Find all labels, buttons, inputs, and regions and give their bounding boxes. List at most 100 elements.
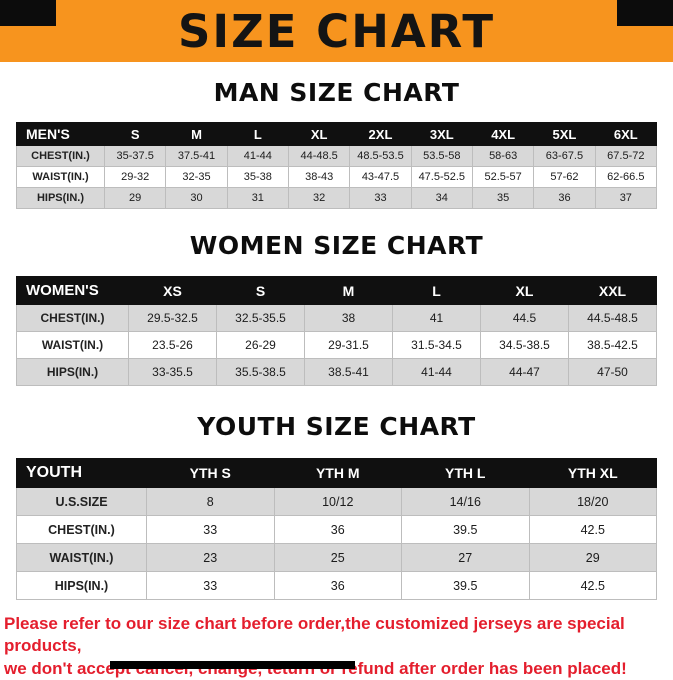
women-section-heading: WOMEN SIZE CHART xyxy=(189,231,484,260)
cell: 33 xyxy=(349,187,412,209)
men-size-table: MEN'S S M L XL 2XL 3XL 4XL 5XL 6XL CHEST(IN.) 35-37… xyxy=(16,122,658,209)
table-row: U.S.SIZE 8 10/12 14/16 18/20 xyxy=(16,487,657,516)
column-header: M xyxy=(165,122,228,146)
section-youth: YOUTH SIZE CHART YOUTH YTH S YTH M YTH L YTH … xyxy=(0,412,673,600)
cell: 39.5 xyxy=(401,571,530,600)
cell: 47-50 xyxy=(568,358,657,386)
row-label: WAIST(IN.) xyxy=(16,166,105,188)
header-row: MEN'S S M L XL 2XL 3XL 4XL 5XL 6XL xyxy=(16,122,658,146)
row-label: CHEST(IN.) xyxy=(16,304,129,332)
cell: 39.5 xyxy=(401,515,530,544)
cell: 8 xyxy=(146,487,275,516)
cell: 32-35 xyxy=(165,166,228,188)
cell: 36 xyxy=(533,187,596,209)
row-label: CHEST(IN.) xyxy=(16,515,147,544)
cell: 29 xyxy=(103,187,167,209)
cell: 23.5-26 xyxy=(128,331,217,359)
page-title: SIZE CHART xyxy=(177,4,496,58)
table-row: CHEST(IN.) 33 36 39.5 42.5 xyxy=(16,515,657,544)
cell: 43-47.5 xyxy=(349,166,412,188)
cell: 32 xyxy=(287,187,351,209)
cell: 29-31.5 xyxy=(304,331,393,359)
header-row: YOUTH YTH S YTH M YTH L YTH XL xyxy=(16,458,657,488)
cell: 34 xyxy=(410,187,473,209)
cell: 37.5-41 xyxy=(165,145,228,167)
disclaimer: Please refer to our size chart before or… xyxy=(0,613,673,680)
cell: 34.5-38.5 xyxy=(480,331,569,359)
row-label: WAIST(IN.) xyxy=(16,543,147,572)
cell: 35.5-38.5 xyxy=(216,358,305,386)
youth-size-table: YOUTH YTH S YTH M YTH L YTH XL U.S.SIZE 8 10/12… xyxy=(16,458,657,600)
cell: 44.5-48.5 xyxy=(568,304,657,332)
column-header: YTH XL xyxy=(528,458,657,488)
banner-corner-left xyxy=(0,0,56,26)
cell: 42.5 xyxy=(528,571,657,600)
column-header: YTH M xyxy=(273,458,402,488)
cell: 38.5-41 xyxy=(304,358,393,386)
cell: 41-44 xyxy=(226,145,289,167)
column-header: 4XL xyxy=(471,122,535,146)
women-size-table: WOMEN'S XS S M L XL XXL CHEST(IN.) 29.5-32.5 32.5… xyxy=(16,276,657,386)
cell: 10/12 xyxy=(273,487,402,516)
disclaimer-line-1: Please refer to our size chart before or… xyxy=(4,614,625,656)
cell: 31.5-34.5 xyxy=(392,331,481,359)
column-header: 6XL xyxy=(594,122,658,146)
section-women: WOMEN SIZE CHART WOMEN'S XS S M L XL XXL CHEST(I… xyxy=(0,231,673,386)
column-header: L xyxy=(226,122,289,146)
banner: SIZE CHART xyxy=(0,0,673,62)
cell: 48.5-53.5 xyxy=(349,145,412,167)
cell: 38-43 xyxy=(287,166,351,188)
cell: 27 xyxy=(401,543,530,572)
column-header: L xyxy=(392,276,481,305)
youth-section-heading: YOUTH SIZE CHART xyxy=(197,412,476,441)
cell: 33-35.5 xyxy=(128,358,217,386)
column-header: 3XL xyxy=(410,122,473,146)
cell: 52.5-57 xyxy=(471,166,535,188)
table-row: WAIST(IN.) 29-32 32-35 35-38 38-43 43-47.5 47.… xyxy=(16,166,658,188)
cell: 31 xyxy=(226,187,289,209)
column-header: YTH S xyxy=(146,458,275,488)
column-header: M xyxy=(304,276,393,305)
row-label: WAIST(IN.) xyxy=(16,331,129,359)
column-header: XL xyxy=(480,276,569,305)
column-header: 2XL xyxy=(349,122,412,146)
table-row: CHEST(IN.) 35-37.5 37.5-41 41-44 44-48.5 48.5… xyxy=(16,145,658,167)
column-header: S xyxy=(103,122,167,146)
cell: 37 xyxy=(594,187,658,209)
cell: 29 xyxy=(528,543,657,572)
cell: 53.5-58 xyxy=(410,145,473,167)
column-header: XL xyxy=(287,122,351,146)
cell: 62-66.5 xyxy=(594,166,658,188)
section-men: MAN SIZE CHART MEN'S S M L XL 2XL 3XL 4XL 5XL 6XL C… xyxy=(0,78,673,209)
column-header: 5XL xyxy=(533,122,596,146)
cell: 58-63 xyxy=(471,145,535,167)
row-label: U.S.SIZE xyxy=(16,487,147,516)
column-header: S xyxy=(216,276,305,305)
cell: 38.5-42.5 xyxy=(568,331,657,359)
column-header: YTH L xyxy=(401,458,530,488)
table-row: WAIST(IN.) 23.5-26 26-29 29-31.5 31.5-34.5 34… xyxy=(16,331,657,359)
cell: 14/16 xyxy=(401,487,530,516)
cell: 57-62 xyxy=(533,166,596,188)
table-row: HIPS(IN.) 29 30 31 32 33 34 35 36 37 xyxy=(16,187,658,209)
cell: 44-47 xyxy=(480,358,569,386)
cell: 36 xyxy=(273,515,402,544)
row-label: HIPS(IN.) xyxy=(16,571,147,600)
cell: 29.5-32.5 xyxy=(128,304,217,332)
banner-corner-right xyxy=(617,0,673,26)
cell: 32.5-35.5 xyxy=(216,304,305,332)
column-header: XXL xyxy=(568,276,657,305)
cell: 36 xyxy=(273,571,402,600)
cell: 25 xyxy=(273,543,402,572)
cell: 41-44 xyxy=(392,358,481,386)
row-label: HIPS(IN.) xyxy=(16,358,129,386)
cell: 23 xyxy=(146,543,275,572)
cell: 30 xyxy=(165,187,228,209)
size-chart-sections: MAN SIZE CHART MEN'S S M L XL 2XL 3XL 4XL 5XL 6XL C… xyxy=(0,78,673,600)
youth-table-title: YOUTH xyxy=(16,458,147,488)
women-table-title: WOMEN'S xyxy=(16,276,129,305)
cell: 42.5 xyxy=(528,515,657,544)
cell: 44-48.5 xyxy=(287,145,351,167)
row-label: HIPS(IN.) xyxy=(16,187,105,209)
